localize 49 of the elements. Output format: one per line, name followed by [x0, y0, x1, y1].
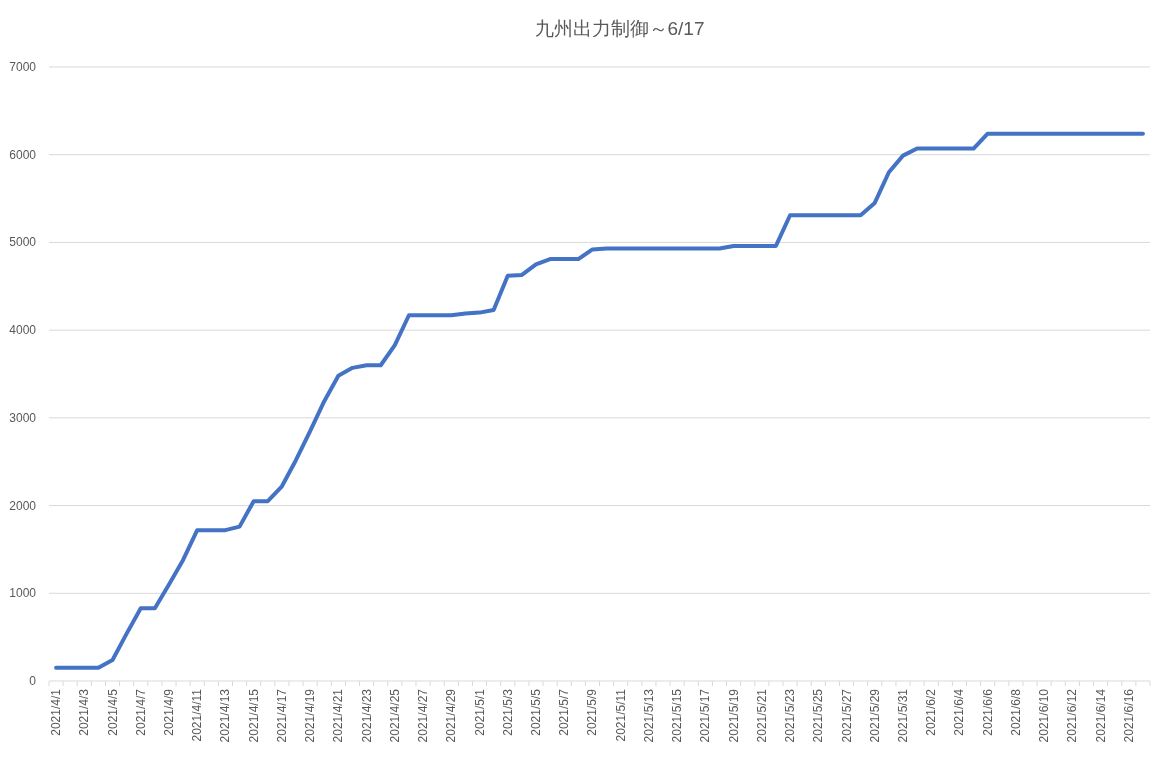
x-tick-label: 2021/5/1 — [472, 688, 487, 736]
x-tick-label: 2021/4/21 — [331, 688, 346, 743]
chart-title: 九州出力制御～6/17 — [534, 18, 705, 39]
x-tick-label: 2021/5/17 — [698, 688, 713, 743]
x-tick-label: 2021/4/15 — [246, 688, 261, 743]
x-tick-label: 2021/4/19 — [303, 688, 318, 743]
x-tick-label: 2021/5/15 — [670, 688, 685, 743]
x-tick-label: 2021/4/11 — [190, 688, 205, 742]
x-tick-label: 2021/6/6 — [980, 688, 995, 736]
x-tick-label: 2021/4/1 — [49, 688, 64, 736]
x-tick-label: 2021/5/5 — [528, 688, 543, 736]
y-tick-label: 6000 — [9, 147, 37, 162]
x-tick-label: 2021/5/9 — [585, 688, 600, 736]
x-tick-label: 2021/5/11 — [613, 688, 628, 742]
x-tick-label: 2021/5/29 — [867, 688, 882, 743]
y-tick-label: 0 — [29, 674, 37, 688]
y-tick-label: 3000 — [9, 410, 37, 425]
x-tick-label: 2021/6/10 — [1037, 688, 1052, 743]
x-tick-label: 2021/4/29 — [444, 688, 459, 743]
x-tick-label: 2021/4/27 — [416, 688, 431, 743]
x-tick-label: 2021/5/27 — [839, 688, 854, 743]
x-tick-label: 2021/5/19 — [726, 688, 741, 743]
x-tick-label: 2021/5/13 — [641, 688, 656, 743]
x-tick-label: 2021/4/5 — [105, 688, 120, 736]
x-tick-label: 2021/6/8 — [1008, 688, 1023, 736]
x-tick-label: 2021/5/31 — [895, 688, 910, 743]
x-tick-label: 2021/5/7 — [557, 688, 572, 736]
x-tick-label: 2021/4/7 — [133, 688, 148, 736]
x-tick-label: 2021/6/16 — [1121, 688, 1136, 743]
x-tick-label: 2021/4/25 — [387, 688, 402, 743]
x-tick-label: 2021/6/2 — [924, 688, 939, 736]
x-tick-label: 2021/5/25 — [811, 688, 826, 743]
line-series — [54, 131, 1145, 670]
x-tick-label: 2021/5/21 — [754, 688, 769, 743]
y-tick-label: 1000 — [9, 586, 37, 601]
x-tick-label: 2021/6/4 — [952, 688, 967, 736]
y-tick-label: 7000 — [9, 60, 37, 74]
x-tick-label: 2021/4/3 — [77, 688, 92, 736]
x-tick-label: 2021/6/12 — [1065, 688, 1080, 743]
y-tick-label: 4000 — [9, 323, 37, 338]
x-tick-label: 2021/4/17 — [274, 688, 289, 743]
x-tick-label: 2021/4/23 — [359, 688, 374, 743]
x-tick-label: 2021/4/13 — [218, 688, 233, 743]
x-tick-label: 2021/5/23 — [783, 688, 798, 743]
x-tick-label: 2021/5/3 — [500, 688, 515, 736]
x-tick-label: 2021/6/14 — [1093, 688, 1108, 743]
y-tick-label: 2000 — [9, 498, 37, 513]
y-tick-label: 5000 — [9, 235, 37, 250]
x-tick-label: 2021/4/9 — [161, 688, 176, 736]
